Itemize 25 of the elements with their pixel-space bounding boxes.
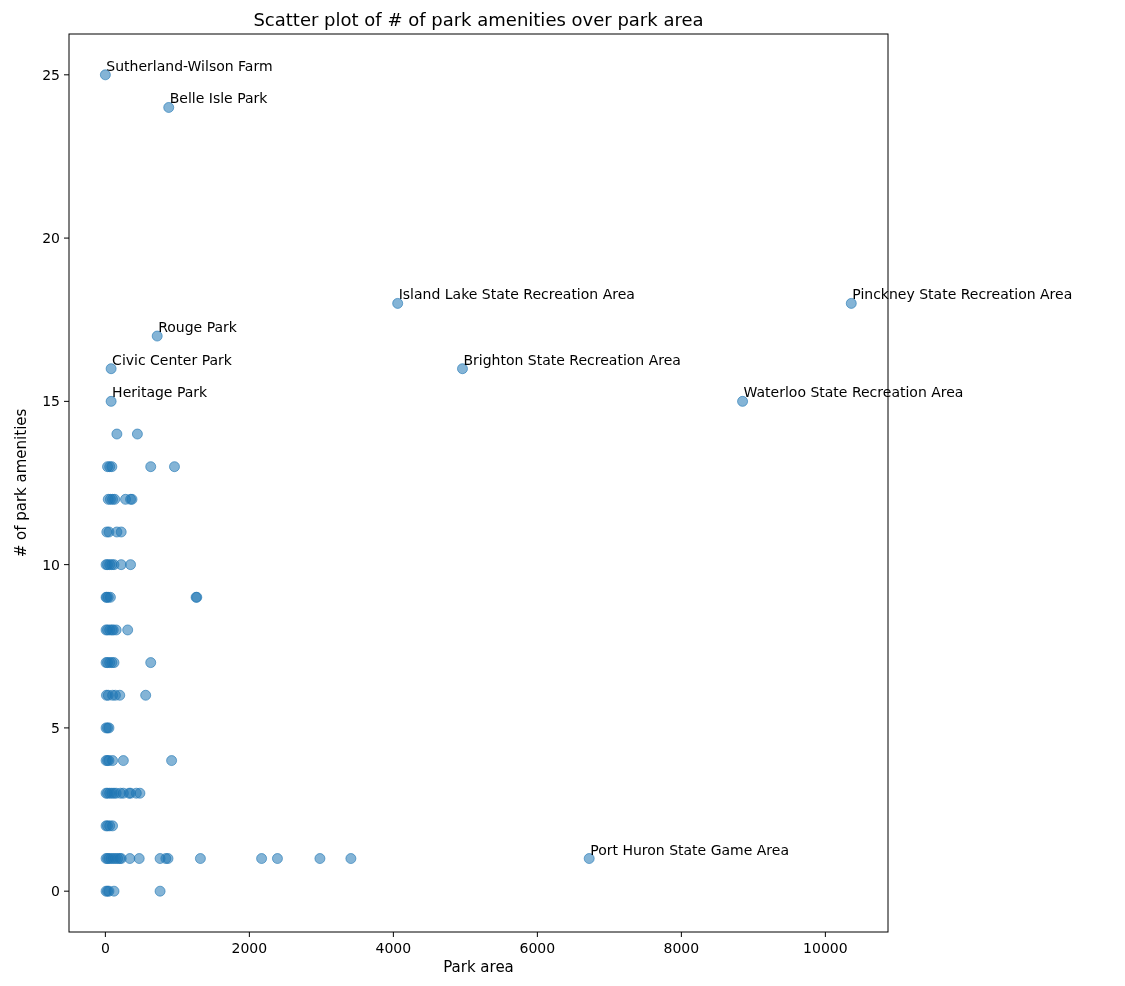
annotation: Heritage Park [112, 384, 209, 401]
y-tick-label: 10 [42, 556, 60, 573]
annotation: Rouge Park [158, 319, 238, 336]
x-axis-title: Park area [443, 958, 514, 976]
annotation: Pinckney State Recreation Area [852, 286, 1073, 303]
x-tick-label: 8000 [663, 940, 700, 956]
x-tick-label: 6000 [519, 940, 556, 956]
x-tick-label: 4000 [375, 940, 412, 956]
y-tick-label: 5 [51, 719, 60, 736]
y-tick-label: 0 [51, 883, 60, 900]
x-tick-label: 2000 [231, 940, 268, 956]
y-axis-title: # of park amenities [12, 408, 30, 558]
annotation: Brighton State Recreation Area [463, 351, 681, 368]
x-tick-label: 10000 [803, 940, 848, 956]
x-tick-label: 0 [100, 940, 110, 956]
annotation: Civic Center Park [112, 351, 233, 368]
annotation: Island Lake State Recreation Area [398, 286, 635, 303]
annotation: Waterloo State Recreation Area [743, 384, 964, 401]
annotation: Belle Isle Park [169, 90, 269, 107]
y-tick-label: 20 [42, 230, 60, 247]
y-tick-label: 15 [42, 393, 60, 410]
chart-title: Scatter plot of # of park amenities over park area [253, 9, 704, 30]
y-tick-label: 25 [42, 66, 60, 83]
annotation: Sutherland-Wilson Farm [106, 57, 273, 74]
annotation: Port Huron State Game Area [590, 841, 789, 858]
